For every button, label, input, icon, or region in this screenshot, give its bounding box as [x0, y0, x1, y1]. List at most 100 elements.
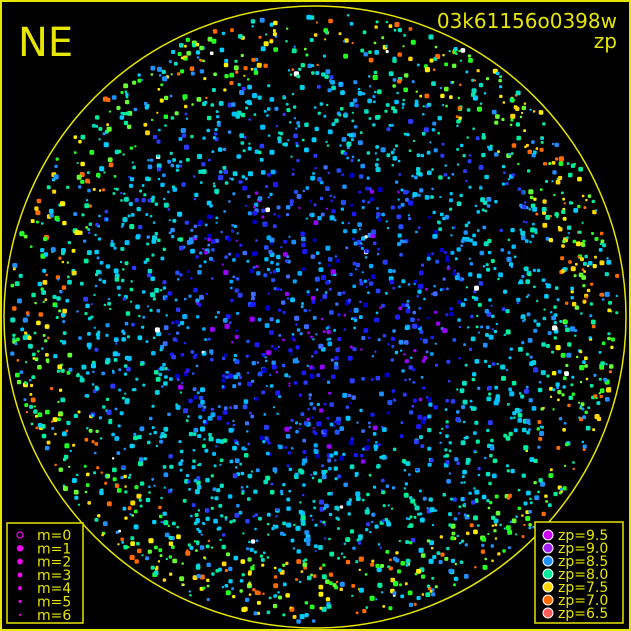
star-point: [337, 336, 342, 342]
star-point: [247, 571, 252, 576]
star-point: [472, 127, 475, 130]
star-point: [96, 172, 101, 178]
star-point: [456, 461, 460, 466]
star-point: [63, 486, 68, 491]
star-point: [177, 324, 181, 327]
star-point: [154, 370, 159, 375]
star-point: [288, 235, 291, 238]
star-point: [480, 325, 484, 329]
star-point: [600, 292, 605, 297]
star-point: [409, 541, 413, 545]
star-point: [533, 228, 538, 233]
star-point: [30, 219, 35, 223]
star-point: [165, 558, 168, 561]
star-point: [167, 412, 171, 417]
star-point: [253, 611, 258, 616]
star-point: [180, 459, 184, 463]
star-point: [319, 196, 324, 201]
star-point: [408, 602, 414, 608]
star-point: [410, 538, 416, 543]
star-point: [488, 481, 492, 486]
star-point: [525, 510, 530, 515]
star-point: [216, 488, 221, 493]
star-point: [503, 171, 506, 174]
star-point: [310, 473, 313, 476]
star-point: [539, 188, 543, 191]
star-point: [385, 50, 389, 54]
star-point: [555, 157, 559, 161]
star-point: [415, 468, 419, 471]
star-point: [368, 421, 371, 425]
star-point: [486, 499, 490, 503]
star-point: [547, 331, 552, 335]
star-point: [342, 291, 346, 295]
star-point: [151, 195, 155, 200]
star-point: [45, 409, 50, 415]
star-point: [267, 196, 271, 199]
star-point: [211, 239, 216, 244]
star-point: [340, 207, 344, 211]
star-point: [86, 472, 90, 477]
star-point: [492, 458, 498, 464]
star-point: [298, 427, 301, 430]
star-point: [38, 312, 44, 317]
star-point: [397, 79, 402, 84]
star-point: [124, 516, 128, 520]
star-point: [137, 73, 141, 77]
star-point: [579, 350, 583, 354]
star-point: [347, 393, 352, 398]
star-point: [481, 135, 486, 140]
star-point: [162, 173, 166, 178]
star-point: [512, 98, 515, 102]
star-point: [71, 478, 77, 483]
star-point: [390, 150, 395, 155]
star-point: [329, 453, 334, 458]
star-point: [487, 533, 490, 535]
star-point: [311, 296, 316, 301]
star-point: [44, 445, 50, 451]
star-point: [465, 457, 471, 463]
star-point: [400, 421, 404, 424]
star-point: [30, 383, 34, 387]
star-point: [179, 273, 183, 277]
star-point: [36, 220, 39, 224]
star-point: [342, 184, 347, 189]
star-point: [97, 514, 101, 518]
star-point: [309, 402, 314, 406]
star-point: [165, 297, 168, 300]
star-point: [462, 475, 465, 478]
star-point: [86, 199, 89, 202]
star-point: [527, 294, 530, 297]
star-point: [125, 92, 129, 97]
star-point: [232, 595, 236, 599]
star-point: [190, 228, 194, 232]
star-point: [247, 381, 252, 387]
star-point: [222, 318, 228, 323]
star-point: [491, 109, 497, 115]
star-point: [99, 490, 104, 496]
star-point: [168, 535, 173, 540]
star-point: [310, 175, 316, 181]
star-point: [126, 335, 130, 339]
star-point: [419, 435, 423, 440]
star-point: [351, 594, 354, 597]
star-point: [158, 128, 161, 132]
star-point: [473, 529, 478, 535]
star-point: [162, 247, 166, 251]
star-point: [286, 506, 291, 511]
star-point: [474, 204, 478, 208]
star-point: [266, 522, 270, 526]
star-point: [262, 592, 265, 595]
star-point: [413, 503, 417, 506]
star-point: [115, 342, 118, 345]
star-point: [367, 291, 370, 294]
star-point: [37, 423, 43, 428]
star-point: [370, 274, 376, 280]
star-point: [431, 293, 434, 296]
star-point: [513, 416, 516, 419]
star-point: [422, 105, 425, 108]
star-point: [146, 273, 152, 278]
star-point: [422, 113, 425, 116]
star-point: [240, 180, 243, 184]
star-point: [460, 440, 466, 446]
